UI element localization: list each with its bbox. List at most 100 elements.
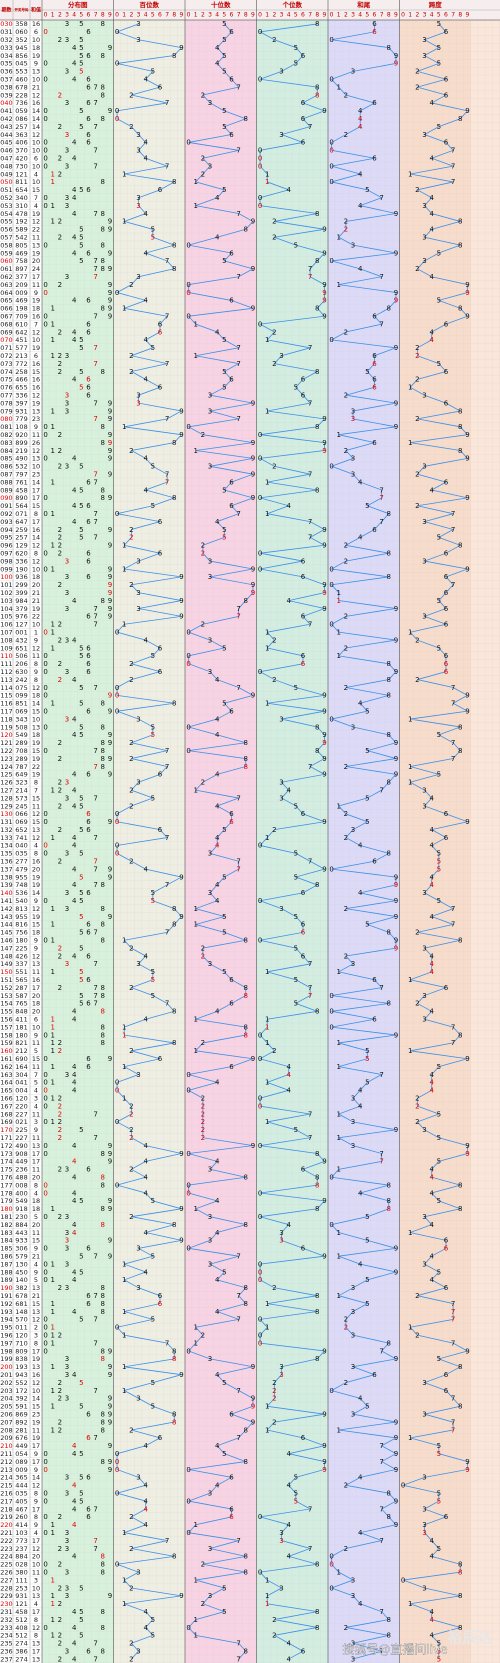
draw-number: 121	[15, 170, 27, 178]
trend-digit: 1	[336, 628, 340, 636]
distribution-digit: 6	[86, 478, 91, 486]
trend-digit: 0	[258, 565, 262, 573]
trend-digit: 6	[372, 99, 377, 107]
sum: 14	[32, 534, 40, 542]
distribution-digit: 6	[86, 921, 91, 929]
period: 032	[0, 36, 12, 44]
draw-digit: 7	[15, 360, 19, 368]
trend-digit: 8	[458, 423, 462, 431]
draw-digit: 1	[24, 170, 28, 178]
trend-digit: 4	[429, 1079, 434, 1087]
sum: 22	[32, 613, 40, 621]
draw-digit: 5	[24, 1497, 28, 1505]
draw-digit: 2	[24, 636, 28, 644]
trend-digit: 0	[329, 463, 333, 471]
trend-digit: 5	[294, 1000, 298, 1008]
trend-digit: 5	[151, 226, 155, 234]
draw-digit: 7	[19, 344, 23, 352]
trend-digit: 0	[258, 1568, 262, 1576]
draw-digit: 0	[24, 565, 28, 573]
trend-digit: 7	[451, 581, 455, 589]
trend-digit: 3	[208, 1213, 212, 1221]
trend-digit: 3	[208, 668, 212, 676]
trend-digit: 1	[122, 1260, 126, 1268]
section-title: 跨度	[429, 0, 443, 9]
draw-digit: 6	[24, 810, 28, 818]
trend-digit: 2	[415, 83, 419, 91]
trend-digit: 2	[201, 621, 205, 629]
trend-digit: 0	[186, 1466, 190, 1474]
trend-digit: 7	[165, 1339, 169, 1347]
trend-digit: 7	[236, 1640, 240, 1648]
distribution-digit: 2	[58, 534, 62, 542]
trend-digit: 9	[179, 1150, 183, 1158]
trend-digit: 4	[143, 76, 148, 84]
sum: 23	[32, 1410, 40, 1418]
distribution-digit: 6	[86, 668, 91, 676]
trend-digit: 7	[451, 684, 455, 692]
distribution-digit: 9	[108, 573, 112, 581]
distribution-digit: 8	[101, 83, 105, 91]
trend-digit: 5	[437, 858, 441, 866]
trend-digit: 1	[408, 976, 412, 984]
trend-digit: 7	[165, 881, 169, 889]
draw-digit: 8	[24, 83, 28, 91]
distribution-digit: 7	[93, 210, 97, 218]
trend-digit: 4	[143, 210, 148, 218]
trend-digit: 6	[301, 1647, 306, 1655]
trend-digit: 5	[222, 968, 226, 976]
trend-digit: 9	[322, 447, 326, 455]
draw-digit: 1	[15, 1023, 19, 1031]
draw-number: 397	[15, 399, 27, 407]
draw-number: 890	[15, 494, 27, 502]
distribution-digit: 2	[58, 352, 62, 360]
trend-digit: 9	[394, 297, 398, 305]
trend-digit: 3	[208, 407, 212, 415]
draw-digit: 3	[19, 960, 23, 968]
trend-digit: 3	[422, 802, 426, 810]
trend-digit: 2	[344, 1624, 348, 1632]
draw-digit: 9	[19, 589, 23, 597]
draw-digit: 2	[19, 91, 23, 99]
trend-digit: 2	[129, 1102, 133, 1110]
trend-digit: 5	[294, 1126, 298, 1134]
trend-digit: 3	[208, 162, 212, 170]
draw-number: 408	[15, 1624, 27, 1632]
sum: 4	[34, 1189, 38, 1197]
draw-digit: 7	[24, 858, 28, 866]
period: 119	[0, 723, 12, 731]
trend-digit: 9	[322, 707, 326, 715]
trend-digit: 2	[272, 36, 276, 44]
draw-number: 549	[15, 731, 27, 739]
distribution-digit: 7	[93, 360, 97, 368]
distribution-digit: 5	[79, 36, 83, 44]
distribution-digit: 9	[108, 399, 112, 407]
trend-digit: 2	[129, 739, 133, 747]
sum: 9	[34, 1268, 38, 1276]
trend-digit: 3	[136, 1647, 140, 1655]
draw-digit: 0	[24, 1339, 28, 1347]
period: 089	[0, 486, 12, 494]
trend-digit: 4	[429, 1189, 434, 1197]
distribution-digit: 5	[79, 463, 83, 471]
distribution-digit: 5	[79, 186, 83, 194]
distribution-digit: 9	[108, 1458, 112, 1466]
trend-digit: 7	[165, 929, 169, 937]
header-digit: 3	[423, 12, 427, 19]
draw-digit: 3	[15, 399, 19, 407]
trend-digit: 3	[422, 1379, 426, 1387]
distribution-digit: 2	[58, 234, 62, 242]
trend-digit: 1	[193, 1521, 197, 1529]
distribution-digit: 9	[108, 1418, 112, 1426]
trend-digit: 8	[387, 44, 391, 52]
draw-number: 620	[15, 549, 27, 557]
distribution-digit: 5	[79, 384, 83, 392]
draw-number: 399	[15, 589, 27, 597]
draw-digit: 7	[24, 123, 28, 131]
trend-digit: 5	[437, 731, 441, 739]
trend-digit: 8	[387, 676, 391, 684]
draw-digit: 0	[15, 1489, 19, 1497]
draw-digit: 8	[24, 1174, 28, 1182]
trend-digit: 2	[344, 644, 348, 652]
trend-digit: 7	[308, 858, 312, 866]
